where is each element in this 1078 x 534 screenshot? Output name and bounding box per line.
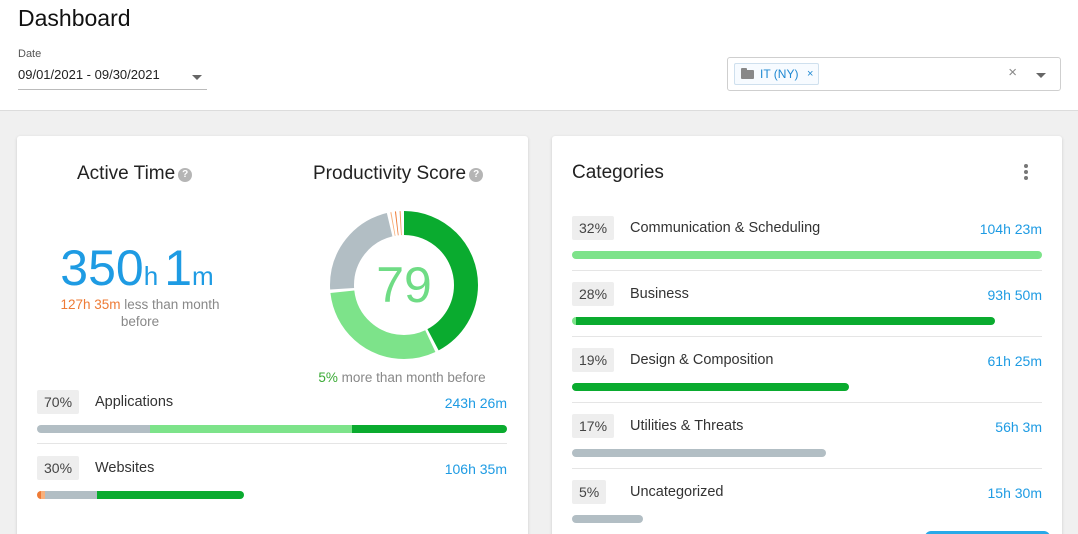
bar-segment xyxy=(351,425,507,433)
active-time-value: 350h 1m xyxy=(17,239,263,297)
header: Dashboard Date 09/01/2021 - 09/30/2021 I… xyxy=(0,0,1078,111)
chevron-down-icon xyxy=(192,75,202,80)
chevron-down-icon[interactable] xyxy=(1036,73,1046,78)
active-time-delta: 127h 35m xyxy=(60,297,121,312)
page-title: Dashboard xyxy=(18,5,131,31)
divider xyxy=(572,468,1042,469)
category-name: Uncategorized xyxy=(630,484,724,500)
bar-segment xyxy=(45,491,97,499)
date-label: Date xyxy=(18,48,42,60)
divider xyxy=(572,336,1042,337)
bar-segment xyxy=(41,491,46,499)
usage-bar xyxy=(37,425,507,433)
productivity-score-value: 79 xyxy=(376,257,432,313)
category-time: 61h 25m xyxy=(987,353,1042,369)
productivity-score-title: Productivity Score? xyxy=(313,163,484,185)
bar-segment xyxy=(37,491,42,499)
divider xyxy=(572,270,1042,271)
active-minutes: 1 xyxy=(164,240,193,296)
filter-chip-label: IT (NY) xyxy=(760,67,799,81)
date-range-value: 09/01/2021 - 09/30/2021 xyxy=(18,67,160,82)
usage-bar xyxy=(37,491,244,499)
productivity-donut-chart xyxy=(330,211,478,359)
category-bar xyxy=(572,515,643,523)
category-time: 15h 30m xyxy=(987,485,1042,501)
productivity-delta: 5% xyxy=(318,370,338,385)
category-name: Business xyxy=(630,286,689,302)
donut-slice-neutral xyxy=(330,211,478,359)
productivity-delta-text: more than month before xyxy=(341,370,486,385)
category-bar xyxy=(572,383,849,391)
category-percent: 5% xyxy=(572,480,607,504)
category-bar xyxy=(572,317,995,325)
bar-segment xyxy=(97,491,244,499)
category-percent: 32% xyxy=(572,216,615,240)
category-percent: 17% xyxy=(572,414,615,438)
category-time: 56h 3m xyxy=(995,419,1042,435)
active-time-title: Active Time? xyxy=(77,163,193,185)
bar-segment xyxy=(572,515,643,523)
bar-segment xyxy=(37,425,150,433)
usage-name: Applications xyxy=(95,394,174,410)
category-name: Design & Composition xyxy=(630,352,774,368)
categories-card: Categories 32% Communication & Schedulin… xyxy=(552,136,1062,534)
productivity-compare: 5% more than month before xyxy=(287,369,517,386)
category-time: 104h 23m xyxy=(979,221,1042,237)
chip-remove-icon[interactable]: × xyxy=(807,68,814,80)
bar-segment xyxy=(149,425,352,433)
category-percent: 19% xyxy=(572,348,615,372)
hours-unit: h xyxy=(143,261,159,291)
active-hours: 350 xyxy=(60,240,144,296)
divider xyxy=(572,402,1042,403)
usage-percent: 30% xyxy=(37,456,80,480)
department-filter[interactable]: IT (NY) × × xyxy=(727,57,1061,91)
clear-filter-icon[interactable]: × xyxy=(1008,64,1017,81)
more-vertical-icon[interactable] xyxy=(1022,164,1030,182)
bar-segment xyxy=(576,317,995,325)
bar-segment xyxy=(572,383,849,391)
usage-time: 106h 35m xyxy=(444,461,507,477)
minutes-unit: m xyxy=(192,261,214,291)
help-icon[interactable]: ? xyxy=(178,168,193,182)
folder-icon xyxy=(741,68,754,79)
divider xyxy=(37,443,507,444)
activity-card: Active Time? 350h 1m 127h 35m less than m… xyxy=(17,136,528,534)
category-name: Communication & Scheduling xyxy=(630,220,821,236)
help-icon[interactable]: ? xyxy=(469,168,484,182)
category-time: 93h 50m xyxy=(987,287,1042,303)
filter-chip[interactable]: IT (NY) × xyxy=(734,63,820,85)
category-percent: 28% xyxy=(572,282,615,306)
donut-slice-productive xyxy=(330,211,478,359)
category-bar xyxy=(572,449,826,457)
usage-time: 243h 26m xyxy=(444,395,507,411)
bar-segment xyxy=(572,449,826,457)
action-button[interactable] xyxy=(925,531,1050,534)
date-range-select[interactable]: 09/01/2021 - 09/30/2021 xyxy=(18,62,207,90)
category-bar xyxy=(572,251,1042,259)
categories-title: Categories xyxy=(572,162,664,183)
category-name: Utilities & Threats xyxy=(630,418,744,434)
usage-percent: 70% xyxy=(37,390,80,414)
bar-segment xyxy=(572,317,577,325)
usage-name: Websites xyxy=(95,460,155,476)
bar-segment xyxy=(572,251,1042,259)
productivity-donut: 79 xyxy=(329,210,479,360)
donut-slice-productive-light xyxy=(330,211,478,359)
active-time-compare: 127h 35m less than month before xyxy=(45,296,235,330)
active-time-delta-text: less than month before xyxy=(120,297,220,329)
